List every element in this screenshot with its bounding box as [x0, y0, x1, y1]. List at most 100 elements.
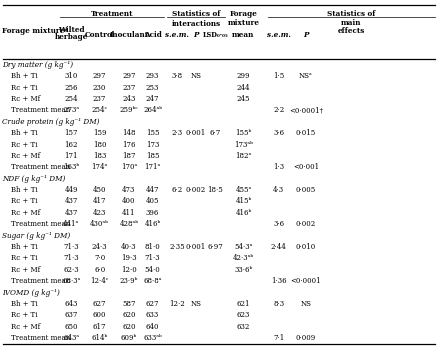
Text: 6·7: 6·7 [210, 129, 221, 137]
Text: Acid: Acid [144, 31, 161, 39]
Text: 230: 230 [93, 84, 106, 92]
Text: 293: 293 [146, 72, 159, 80]
Text: 621: 621 [237, 300, 250, 308]
Text: 633ᵃᵇ: 633ᵃᵇ [143, 334, 162, 342]
Text: Rc + Mf: Rc + Mf [11, 152, 40, 160]
Text: 253: 253 [146, 84, 159, 92]
Text: 0·009: 0·009 [296, 334, 316, 342]
Text: 0·001: 0·001 [186, 243, 206, 251]
Text: 42·3ᵃᵇ: 42·3ᵃᵇ [233, 254, 254, 262]
Text: 627: 627 [146, 300, 159, 308]
Text: 174ᵃ: 174ᵃ [91, 163, 108, 171]
Text: 54·0: 54·0 [145, 266, 160, 274]
Text: 416ᵇ: 416ᵇ [144, 220, 161, 228]
Text: 614ᵇ: 614ᵇ [91, 334, 108, 342]
Text: 6·0: 6·0 [94, 266, 105, 274]
Text: 415ᵇ: 415ᵇ [235, 198, 252, 205]
Text: 449: 449 [65, 186, 78, 194]
Text: 7·0: 7·0 [94, 254, 105, 262]
Text: 6·97: 6·97 [208, 243, 223, 251]
Text: P: P [303, 31, 309, 39]
Text: Forage mixture*: Forage mixture* [2, 27, 68, 35]
Text: 600: 600 [93, 311, 106, 319]
Text: 423: 423 [93, 209, 106, 217]
Text: Crude protein (g kg⁻¹ DM): Crude protein (g kg⁻¹ DM) [2, 118, 100, 126]
Text: 159: 159 [93, 129, 106, 137]
Text: main: main [341, 19, 361, 26]
Text: effects: effects [338, 27, 365, 35]
Text: 297: 297 [122, 72, 135, 80]
Text: 247: 247 [146, 95, 159, 103]
Text: 245: 245 [237, 95, 250, 103]
Text: Wilted: Wilted [58, 26, 84, 33]
Text: Rc + Mf: Rc + Mf [11, 266, 40, 274]
Text: 237: 237 [93, 95, 106, 103]
Text: 455ᵃ: 455ᵃ [235, 186, 252, 194]
Text: 310: 310 [65, 72, 78, 80]
Text: 411: 411 [122, 209, 135, 217]
Text: 587: 587 [122, 300, 135, 308]
Text: 71·3: 71·3 [63, 254, 79, 262]
Text: Treatment: Treatment [91, 10, 133, 18]
Text: 40·3: 40·3 [121, 243, 137, 251]
Text: 396: 396 [146, 209, 159, 217]
Text: 2·44: 2·44 [271, 243, 287, 251]
Text: mean: mean [232, 31, 255, 39]
Text: 2·35: 2·35 [170, 243, 185, 251]
Text: 62·3: 62·3 [63, 266, 79, 274]
Text: NS: NS [190, 72, 201, 80]
Text: 180: 180 [93, 141, 106, 149]
Text: Treatment mean: Treatment mean [11, 163, 70, 171]
Text: 400: 400 [122, 198, 135, 205]
Text: 71·3: 71·3 [145, 254, 160, 262]
Text: Rc + Ti: Rc + Ti [11, 311, 38, 319]
Text: 627: 627 [93, 300, 106, 308]
Text: 19·3: 19·3 [121, 254, 137, 262]
Text: 437: 437 [65, 209, 78, 217]
Text: 620: 620 [122, 323, 135, 331]
Text: 617: 617 [93, 323, 106, 331]
Text: 4·3: 4·3 [273, 186, 284, 194]
Text: s.e.m.: s.e.m. [166, 31, 189, 39]
Text: 1·36: 1·36 [271, 277, 287, 285]
Text: 0·005: 0·005 [296, 186, 316, 194]
Text: 182ᵃ: 182ᵃ [235, 152, 252, 160]
Text: 643ᵃ: 643ᵃ [63, 334, 79, 342]
Text: <0·0001†: <0·0001† [289, 106, 323, 114]
Text: 428ᵃᵇ: 428ᵃᵇ [119, 220, 139, 228]
Text: 2·3: 2·3 [172, 129, 183, 137]
Text: 254: 254 [65, 95, 78, 103]
Text: 187: 187 [122, 152, 135, 160]
Text: 173: 173 [146, 141, 159, 149]
Text: 473: 473 [122, 186, 135, 194]
Text: 173ᵃᵇ: 173ᵃᵇ [234, 141, 253, 149]
Text: 264ᵃᵇ: 264ᵃᵇ [143, 106, 162, 114]
Text: 405: 405 [146, 198, 159, 205]
Text: 441ᵃ: 441ᵃ [63, 220, 80, 228]
Text: 3·6: 3·6 [273, 220, 284, 228]
Text: 24·3: 24·3 [92, 243, 108, 251]
Text: 163ᵇ: 163ᵇ [63, 163, 79, 171]
Text: 1·5: 1·5 [273, 72, 284, 80]
Text: 155ᵇ: 155ᵇ [235, 129, 252, 137]
Text: 3·6: 3·6 [273, 129, 284, 137]
Text: 450: 450 [93, 186, 106, 194]
Text: IVOMD (g kg⁻¹): IVOMD (g kg⁻¹) [2, 288, 60, 296]
Text: interactions: interactions [172, 21, 221, 28]
Text: 185: 185 [146, 152, 159, 160]
Text: NS: NS [300, 300, 312, 308]
Text: 148: 148 [122, 129, 135, 137]
Text: mixture: mixture [227, 19, 260, 26]
Text: Bh + Ti: Bh + Ti [11, 129, 38, 137]
Text: 12·2: 12·2 [170, 300, 185, 308]
Text: Rc + Mf: Rc + Mf [11, 323, 40, 331]
Text: 68·8ᵃ: 68·8ᵃ [143, 277, 162, 285]
Text: 162: 162 [65, 141, 78, 149]
Text: Rc + Mf: Rc + Mf [11, 95, 40, 103]
Text: 81·0: 81·0 [145, 243, 160, 251]
Text: 171: 171 [65, 152, 78, 160]
Text: 620: 620 [122, 311, 135, 319]
Text: Treatment mean: Treatment mean [11, 334, 70, 342]
Text: Forage: Forage [229, 10, 257, 18]
Text: Sugar (g kg⁻¹ DM): Sugar (g kg⁻¹ DM) [2, 232, 70, 240]
